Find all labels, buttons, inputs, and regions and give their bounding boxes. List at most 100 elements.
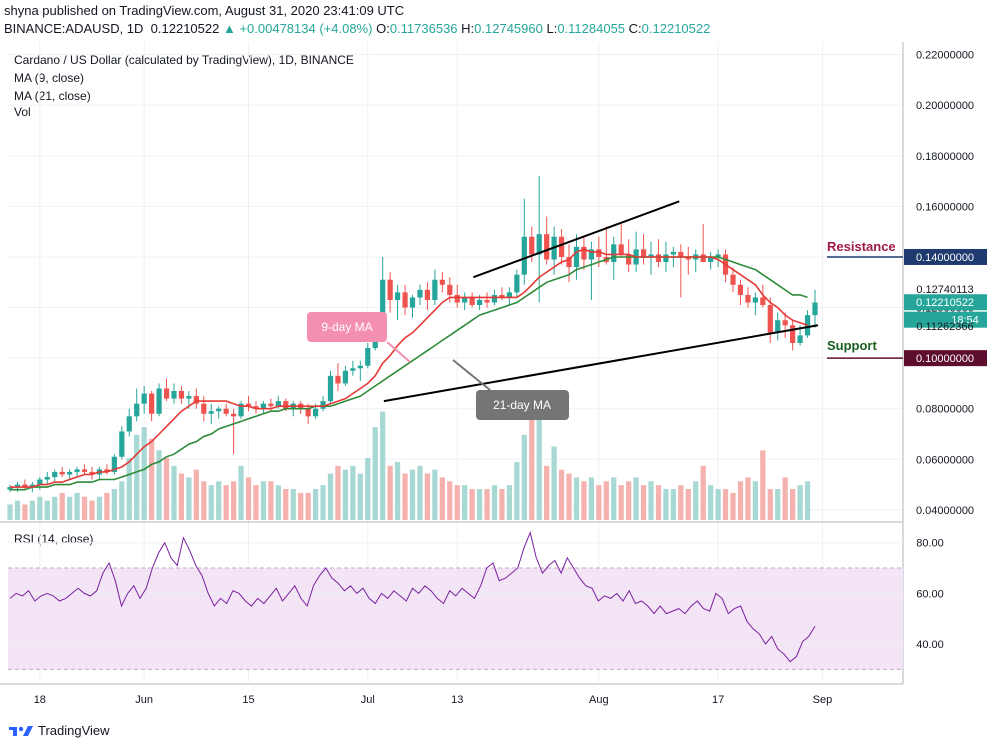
volume-bar: [260, 481, 267, 520]
time-tick-label: Sep: [813, 694, 833, 706]
candle-body: [22, 484, 28, 488]
candle-body: [521, 236, 527, 275]
volume-bar: [394, 461, 401, 520]
volume-bar: [775, 489, 781, 520]
candle-body: [618, 244, 624, 255]
volume-bar: [670, 489, 676, 520]
candle-body: [648, 254, 654, 257]
close-label: C:: [628, 21, 642, 36]
volume-bar: [171, 465, 177, 520]
volume-bar: [59, 492, 65, 520]
channel-lower-line: [383, 324, 819, 403]
volume-bar: [156, 450, 162, 520]
volume-bar: [320, 485, 326, 520]
volume-bar: [752, 481, 758, 520]
volume-bar: [372, 427, 378, 520]
volume-bar: [350, 465, 356, 520]
time-tick-label: 15: [242, 694, 254, 706]
price-tick-label: 0.20000000: [916, 100, 974, 112]
volume-bar: [216, 481, 222, 520]
ma9-legend[interactable]: MA (9, close): [14, 71, 85, 85]
volume-bar: [335, 465, 341, 520]
candle-body: [7, 487, 13, 490]
candle-body: [394, 292, 401, 300]
ma9-callout-pointer: [386, 341, 411, 363]
candle-body: [231, 413, 237, 417]
candle-body: [81, 469, 88, 472]
candle-body: [775, 320, 781, 333]
candle-body: [380, 279, 386, 321]
candle-body: [447, 284, 453, 295]
candle-body: [320, 401, 326, 409]
tradingview-brand: TradingView: [38, 723, 110, 738]
candle-body: [14, 484, 21, 488]
price-marker-label: 18:54: [951, 315, 979, 327]
volume-bar: [454, 485, 460, 520]
candle-body: [685, 256, 691, 260]
ma21-legend[interactable]: MA (21, close): [14, 89, 91, 103]
volume-bar: [432, 469, 438, 520]
candle-body: [588, 249, 594, 260]
volume-bar: [193, 469, 199, 520]
volume-bar: [603, 481, 609, 520]
volume-bar: [380, 411, 386, 520]
volume-bar: [529, 403, 535, 520]
volume-bar: [223, 485, 229, 520]
candle-body: [417, 289, 423, 298]
volume-bar: [566, 473, 572, 520]
volume-bar: [648, 481, 654, 520]
price-tick-label: 0.16000000: [916, 201, 974, 213]
candle-body: [178, 391, 185, 399]
volume-bar: [730, 492, 736, 520]
vol-legend[interactable]: Vol: [14, 105, 31, 119]
candle-body: [760, 297, 766, 306]
volume-bar: [7, 504, 13, 520]
low-label: L:: [546, 21, 558, 36]
candle-body: [335, 375, 341, 384]
volume-bar: [633, 477, 639, 520]
time-tick-label: 18: [34, 694, 46, 706]
ma21-line: [10, 256, 808, 491]
candle-body: [52, 471, 58, 478]
volume-bar: [22, 504, 28, 520]
candle-body: [655, 254, 662, 263]
tradingview-footer[interactable]: TradingView: [8, 723, 110, 738]
candle-body: [89, 471, 95, 475]
volume-bar: [104, 492, 110, 520]
volume-bar: [141, 427, 147, 520]
candle-body: [797, 335, 803, 343]
candle-body: [104, 469, 110, 472]
candle-body: [156, 388, 162, 414]
volume-bar: [767, 489, 773, 520]
volume-bar: [268, 481, 274, 520]
volume-bar: [663, 489, 669, 520]
candle-body: [253, 406, 259, 409]
volume-bar: [521, 434, 527, 520]
volume-bar: [134, 434, 140, 520]
candle-body: [208, 411, 214, 414]
candle-body: [678, 251, 684, 257]
candle-body: [566, 256, 572, 268]
candle-body: [342, 370, 349, 384]
volume-bar: [544, 465, 550, 520]
volume-bar: [29, 500, 35, 520]
candle-body: [439, 279, 445, 285]
candle-body: [350, 368, 356, 371]
volume-bar: [253, 485, 259, 520]
candle-body: [663, 254, 669, 263]
candle-body: [74, 469, 80, 472]
volume-bar: [722, 489, 729, 520]
candle-body: [201, 403, 207, 414]
time-tick-label: 13: [451, 694, 463, 706]
volume-bar: [186, 477, 192, 520]
candle-body: [126, 416, 132, 432]
candle-body: [782, 320, 788, 326]
candle-body: [804, 315, 811, 336]
volume-bar: [693, 481, 699, 520]
candle-body: [499, 294, 505, 298]
volume-bar: [708, 485, 714, 520]
publisher-line: shyna published on TradingView.com, Augu…: [4, 3, 405, 18]
tradingview-logo-icon: [9, 725, 33, 736]
candle-body: [812, 302, 818, 316]
